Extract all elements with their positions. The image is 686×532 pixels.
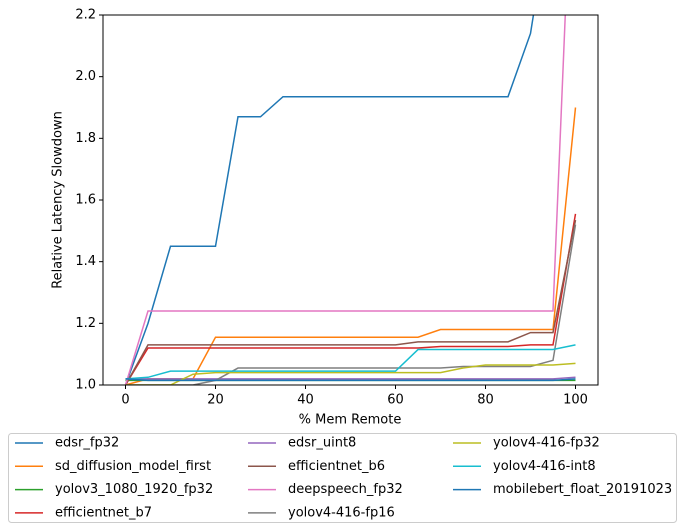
y-tick-label: 2.2	[75, 8, 96, 23]
plot-frame	[102, 14, 599, 386]
x-axis-label: % Mem Remote	[299, 413, 402, 428]
series-line	[124, 213, 577, 385]
plot-area	[124, 15, 577, 385]
legend-label: deepspeech_fp32	[288, 482, 403, 497]
x-tick-label: 40	[297, 393, 314, 408]
legend-label: edsr_fp32	[55, 436, 119, 451]
legend-label: efficientnet_b7	[55, 505, 152, 520]
y-tick-label: 1.0	[75, 378, 96, 393]
series-line	[124, 15, 535, 385]
x-tick-label: 20	[207, 393, 224, 408]
legend-label: edsr_uint8	[288, 436, 356, 451]
x-tick-label: 60	[387, 393, 404, 408]
y-tick-label: 1.4	[75, 254, 96, 269]
legend-label: yolov4-416-fp16	[288, 505, 395, 520]
y-tick-label: 1.2	[75, 316, 96, 331]
legend-box	[8, 433, 677, 523]
series-line	[125, 344, 576, 380]
legend-label: yolov4-416-int8	[493, 459, 596, 474]
series-line	[124, 15, 567, 385]
series-line	[125, 224, 577, 385]
series-line	[125, 362, 576, 385]
legend-label: yolov3_1080_1920_fp32	[55, 482, 213, 497]
series-line	[125, 107, 577, 385]
legend-label: efficientnet_b6	[288, 459, 385, 474]
legend-label: sd_diffusion_model_first	[55, 459, 211, 474]
y-tick-label: 1.8	[75, 131, 96, 146]
series-line	[125, 376, 576, 380]
x-tick-label: 0	[121, 393, 129, 408]
legend-label: mobilebert_float_20191023	[493, 482, 672, 497]
y-tick-label: 2.0	[75, 69, 96, 84]
y-tick-label: 1.6	[75, 193, 96, 208]
series-line	[125, 378, 576, 382]
series-line	[124, 219, 577, 385]
x-tick-label: 80	[477, 393, 494, 408]
x-tick-label: 100	[563, 393, 588, 408]
legend-label: yolov4-416-fp32	[493, 436, 600, 451]
y-axis-label: Relative Latency Slowdown	[51, 111, 66, 289]
